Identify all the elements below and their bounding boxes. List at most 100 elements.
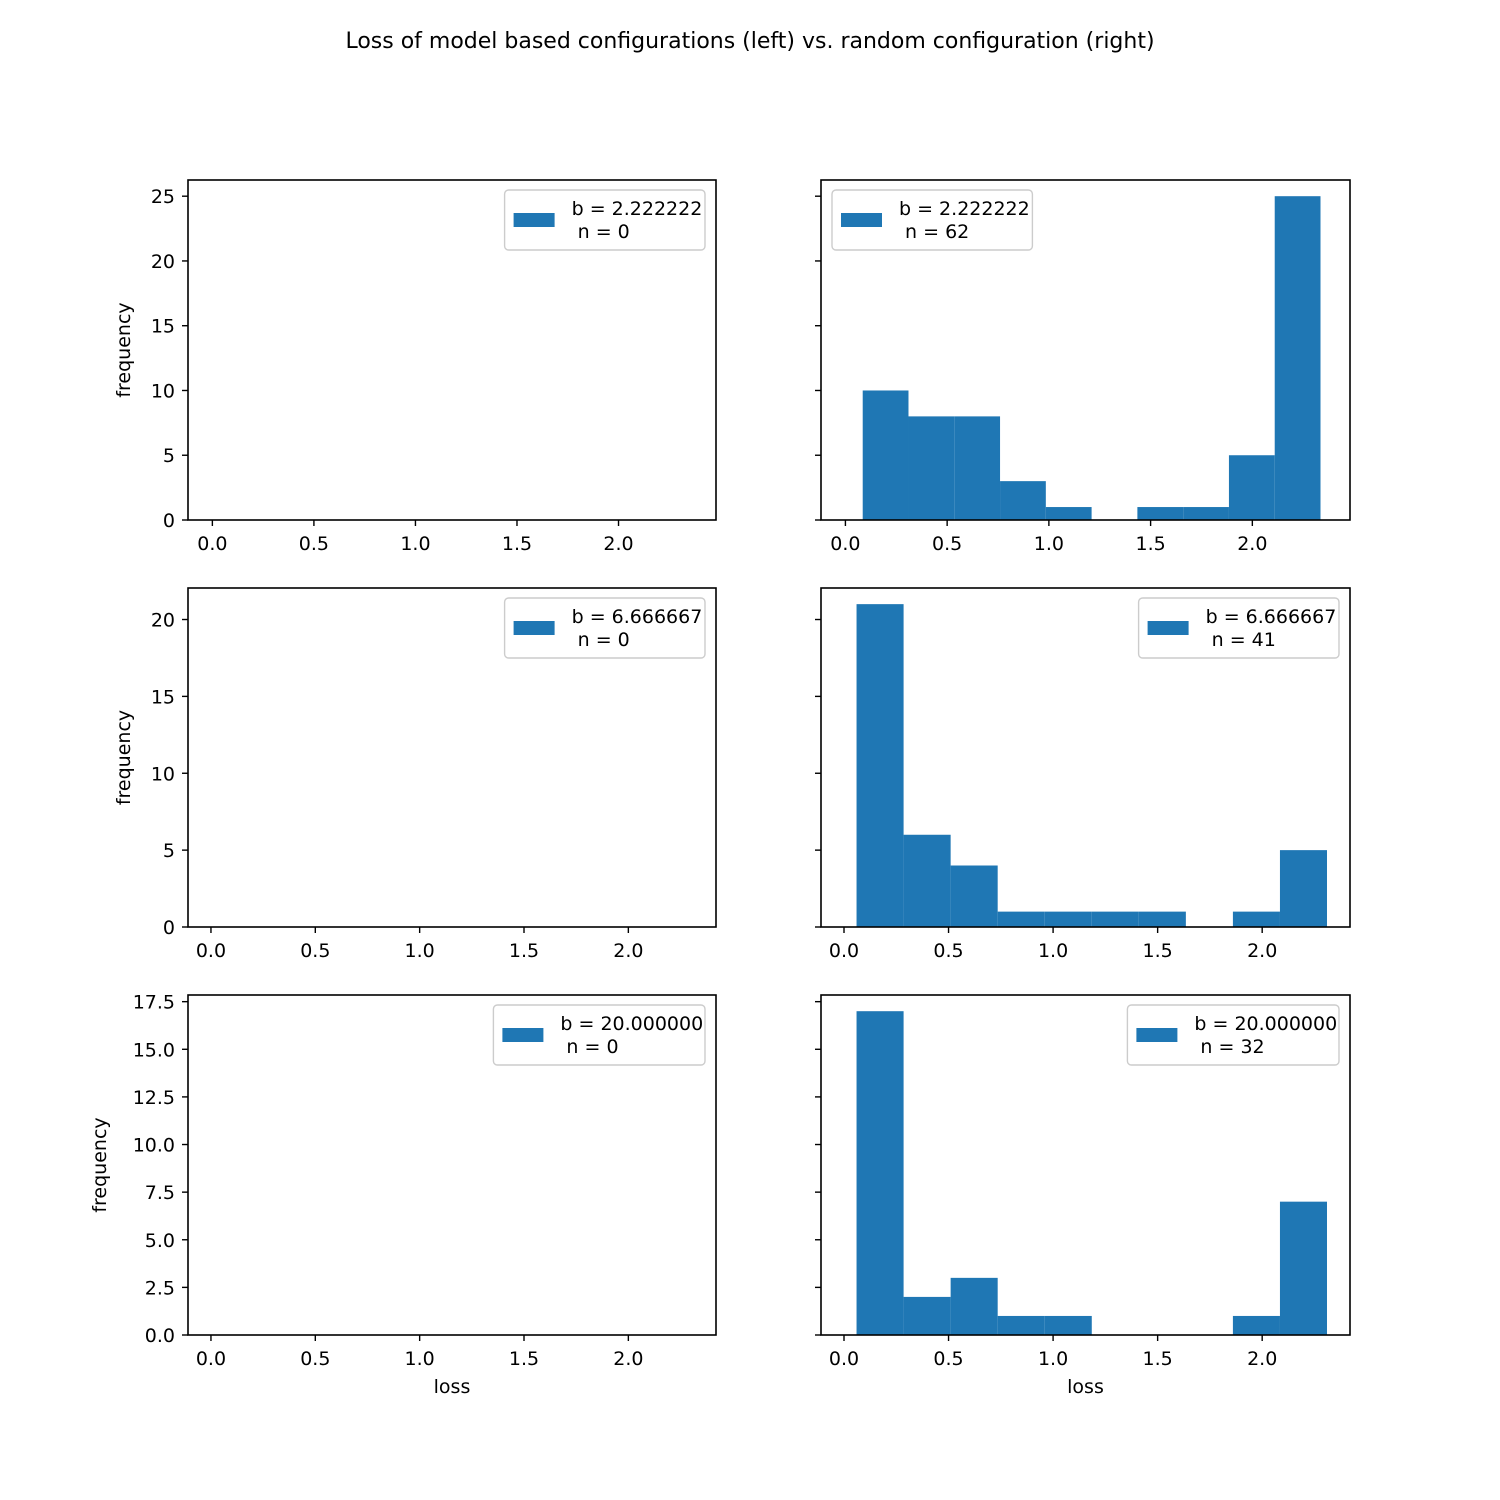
- histogram-bar: [1000, 481, 1046, 520]
- legend-label-line2: n = 0: [572, 221, 630, 243]
- x-tick-label: 2.0: [1247, 940, 1277, 962]
- x-tick-label: 0.0: [830, 533, 860, 555]
- x-tick-label: 0.0: [197, 533, 227, 555]
- y-tick-label: 15: [151, 316, 175, 338]
- x-tick-label: 0.5: [932, 533, 962, 555]
- legend-label-line1: b = 20.000000: [1194, 1013, 1337, 1035]
- x-tick-label: 1.0: [400, 533, 430, 555]
- x-tick-label: 0.5: [933, 940, 963, 962]
- x-tick-label: 0.5: [299, 533, 329, 555]
- histogram-bar: [856, 1011, 904, 1335]
- histogram-bar: [1045, 507, 1092, 520]
- legend-box: [1126, 1004, 1340, 1066]
- y-tick-label: 0: [163, 917, 175, 939]
- x-tick-label: 0.0: [829, 940, 859, 962]
- x-tick-label: 1.0: [405, 940, 435, 962]
- x-tick-label: 0.5: [300, 1348, 330, 1370]
- axes-frame: [820, 587, 1351, 928]
- histogram-bar: [1044, 1315, 1092, 1335]
- histogram-bar: [1137, 507, 1184, 520]
- x-tick-label: 1.0: [1038, 1348, 1068, 1370]
- x-tick-label: 1.0: [405, 1348, 435, 1370]
- y-tick-label: 5.0: [145, 1230, 175, 1252]
- y-tick-label: 10: [151, 380, 175, 402]
- legend-swatch: [502, 1028, 544, 1042]
- legend: b = 20.000000 n = 0: [492, 1004, 706, 1066]
- axes-frame: [187, 179, 717, 521]
- y-tick-label: 20: [151, 610, 175, 632]
- legend-box: [831, 189, 1034, 251]
- histogram-bar: [862, 390, 909, 520]
- legend-label-line2: n = 0: [572, 629, 630, 651]
- axes-frame: [820, 994, 1351, 1336]
- y-tick-label: 20: [151, 251, 175, 273]
- subplot-row3-right: 0.0 0.5 1.0 1.5 2.0 loss b = 20.000000 n = 32: [815, 994, 1351, 1398]
- x-tick-label: 1.0: [1038, 940, 1068, 962]
- legend-label-line2: n = 41: [1206, 629, 1276, 651]
- legend-box: [1137, 597, 1340, 659]
- histogram-bar: [1228, 455, 1275, 520]
- legend-swatch: [1136, 1028, 1178, 1042]
- legend: b = 2.222222 n = 0: [503, 189, 706, 251]
- legend-label-line1: b = 6.666667: [572, 606, 703, 628]
- x-tick-label: 1.0: [1034, 533, 1064, 555]
- y-tick-label: 12.5: [133, 1087, 175, 1109]
- x-tick-label: 2.0: [613, 940, 643, 962]
- legend-box: [503, 189, 706, 251]
- x-tick-label: 1.5: [1143, 1348, 1173, 1370]
- histogram-bar: [997, 1315, 1045, 1335]
- axes-frame: [187, 994, 717, 1336]
- legend-label-line1: b = 2.222222: [572, 198, 703, 220]
- histogram-bar: [950, 865, 998, 927]
- x-tick-label: 0.5: [933, 1348, 963, 1370]
- legend-box: [503, 597, 706, 659]
- y-tick-label: 15.0: [133, 1039, 175, 1061]
- legend-swatch: [513, 213, 555, 227]
- legend-label-line1: b = 20.000000: [560, 1013, 703, 1035]
- x-tick-label: 1.5: [1135, 533, 1165, 555]
- histogram-bar: [903, 1296, 951, 1335]
- x-tick-label: 1.5: [509, 940, 539, 962]
- legend-label-line2: n = 0: [560, 1036, 618, 1058]
- histogram-bar: [903, 834, 951, 927]
- y-tick-label: 17.5: [133, 992, 175, 1014]
- x-axis-label: loss: [434, 1376, 471, 1398]
- y-tick-label: 0: [163, 510, 175, 532]
- y-tick-label: 2.5: [145, 1277, 175, 1299]
- histogram-bar: [954, 416, 1001, 520]
- subplot-row3-left: 0.0 0.5 1.0 1.5 2.0 0.0 2.5 5.0 7.5 10.0 12.5 15.0 1…: [89, 992, 717, 1398]
- histogram-bar: [1232, 911, 1280, 927]
- histogram-bar: [1138, 911, 1186, 927]
- y-tick-label: 0.0: [145, 1325, 175, 1347]
- x-tick-label: 0.0: [829, 1348, 859, 1370]
- histogram-bar: [1279, 850, 1327, 927]
- legend-swatch: [841, 213, 882, 227]
- y-tick-label: 5: [163, 840, 175, 862]
- x-tick-label: 2.0: [613, 1348, 643, 1370]
- subplot-row1-left: 0.0 0.5 1.0 1.5 2.0 0 5 10 15 20 25 frequency b = 2.…: [113, 179, 717, 555]
- legend: b = 6.666667 n = 41: [1137, 597, 1340, 659]
- histogram-bar: [908, 416, 955, 520]
- x-tick-label: 0.0: [196, 1348, 226, 1370]
- axes-frame: [187, 587, 717, 928]
- x-tick-label: 2.0: [1237, 533, 1267, 555]
- legend-label-line1: b = 2.222222: [899, 198, 1030, 220]
- y-axis-label: frequency: [113, 710, 135, 805]
- y-axis-label: frequency: [113, 302, 135, 397]
- y-tick-label: 7.5: [145, 1182, 175, 1204]
- x-tick-label: 0.5: [300, 940, 330, 962]
- histogram-bar: [1044, 911, 1092, 927]
- y-tick-label: 10.0: [133, 1135, 175, 1157]
- x-axis-label: loss: [1067, 1376, 1104, 1398]
- legend-label-line2: n = 62: [899, 221, 969, 243]
- x-tick-label: 2.0: [1247, 1348, 1277, 1370]
- x-tick-label: 1.5: [502, 533, 532, 555]
- legend-swatch: [513, 621, 555, 635]
- histogram-bar: [1183, 507, 1229, 520]
- legend-label-line1: b = 6.666667: [1206, 606, 1337, 628]
- histogram-bar: [1279, 1201, 1327, 1335]
- figure-title: Loss of model based configurations (left…: [345, 29, 1154, 54]
- legend: b = 2.222222 n = 62: [831, 189, 1034, 251]
- histogram-bar: [1091, 911, 1139, 927]
- x-tick-label: 2.0: [603, 533, 633, 555]
